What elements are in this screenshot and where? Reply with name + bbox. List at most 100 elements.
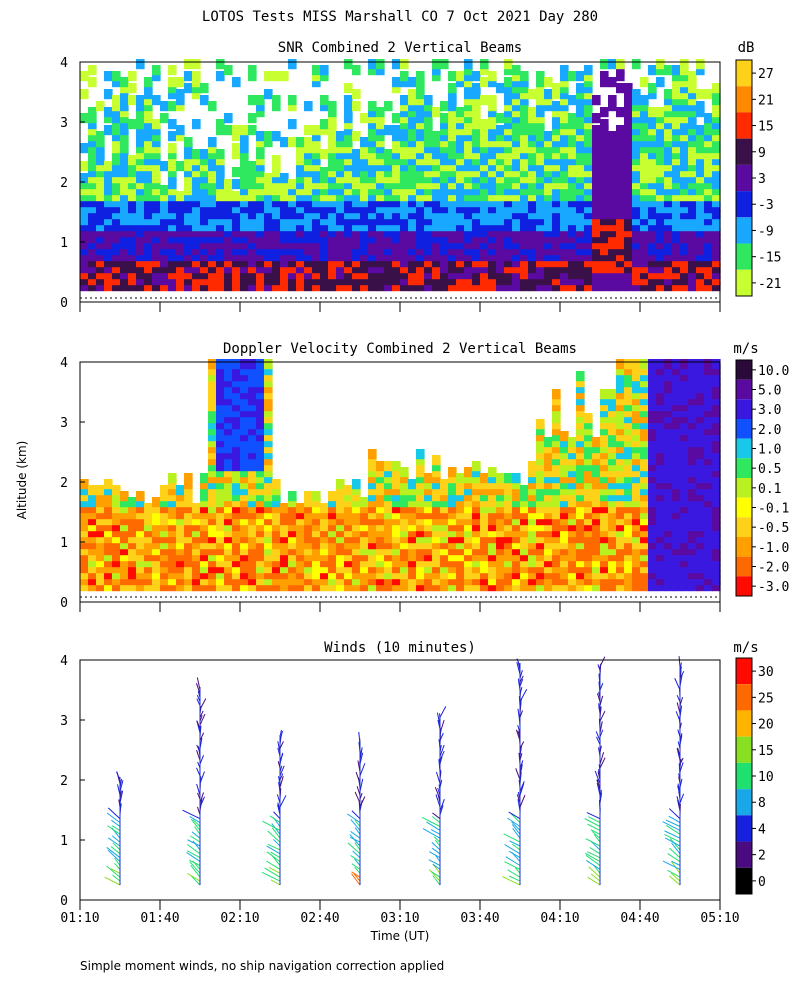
doppler-cell: [520, 491, 529, 502]
snr-cell: [272, 155, 281, 166]
snr-colorbar-label: 27: [758, 67, 774, 82]
snr-cell: [680, 131, 689, 142]
snr-cell: [640, 95, 649, 106]
snr-cell: [120, 143, 129, 154]
doppler-cell: [200, 515, 209, 526]
snr-cell: [168, 83, 177, 94]
doppler-cell: [528, 509, 537, 520]
snr-cell: [408, 143, 417, 154]
snr-cell: [392, 227, 401, 238]
doppler-cell: [680, 533, 689, 544]
doppler-cell: [488, 557, 497, 568]
snr-cell: [544, 203, 553, 214]
snr-cell: [408, 89, 417, 100]
snr-cell: [584, 125, 593, 136]
snr-cell: [168, 143, 177, 154]
snr-cell: [488, 161, 497, 172]
snr-cell: [536, 275, 545, 286]
snr-cell: [416, 227, 425, 238]
snr-cell: [504, 269, 513, 280]
doppler-cell: [664, 473, 673, 484]
snr-cell: [648, 227, 657, 238]
snr-cell: [176, 263, 185, 274]
doppler-cell: [224, 443, 233, 454]
wind-vector: [502, 876, 521, 886]
doppler-cell: [240, 431, 249, 442]
snr-cell: [408, 251, 417, 262]
snr-ytick-label: 0: [60, 296, 68, 311]
snr-cell: [400, 203, 409, 214]
doppler-cell: [624, 473, 633, 484]
wind-profile: [421, 706, 447, 886]
snr-cell: [112, 131, 121, 142]
doppler-cell: [576, 431, 585, 442]
doppler-cell: [272, 479, 281, 490]
snr-cell: [152, 173, 161, 184]
doppler-cell: [632, 461, 641, 472]
snr-cell: [544, 149, 553, 160]
snr-cell: [664, 281, 673, 292]
snr-cell: [640, 173, 649, 184]
doppler-cell: [216, 425, 225, 436]
doppler-cell: [624, 395, 633, 406]
doppler-cell: [712, 443, 721, 454]
doppler-cell: [496, 551, 505, 562]
doppler-cell: [304, 563, 313, 574]
snr-cell: [256, 185, 265, 196]
doppler-cell: [160, 551, 169, 562]
snr-cell: [696, 155, 705, 166]
doppler-cell: [528, 467, 537, 478]
snr-cell: [520, 209, 529, 220]
snr-cell: [248, 95, 257, 106]
snr-cell: [272, 167, 281, 178]
snr-cell: [440, 125, 449, 136]
doppler-cell: [224, 359, 233, 370]
doppler-cell: [328, 509, 337, 520]
snr-cell: [232, 263, 241, 274]
snr-cell: [88, 227, 97, 238]
snr-cell: [632, 59, 641, 70]
snr-cell: [424, 113, 433, 124]
doppler-cell: [688, 419, 697, 430]
doppler-cell: [472, 575, 481, 586]
doppler-cell: [208, 581, 217, 592]
snr-cell: [504, 137, 513, 148]
doppler-cell: [688, 479, 697, 490]
doppler-cell: [360, 581, 369, 592]
snr-cell: [176, 209, 185, 220]
doppler-cell: [248, 425, 257, 436]
snr-cell: [312, 131, 321, 142]
doppler-cell: [232, 533, 241, 544]
wind-vector: [504, 844, 521, 855]
snr-cell: [224, 257, 233, 268]
snr-cell: [528, 275, 537, 286]
snr-cell: [288, 269, 297, 280]
doppler-cell: [440, 569, 449, 580]
doppler-cell: [432, 455, 441, 466]
snr-cell: [480, 281, 489, 292]
winds-colorbar-swatch: [736, 841, 752, 868]
doppler-cell: [208, 449, 217, 460]
doppler-cell: [344, 551, 353, 562]
doppler-cell: [152, 521, 161, 532]
wind-vector: [187, 839, 201, 847]
snr-cell: [208, 245, 217, 256]
doppler-cell: [192, 575, 201, 586]
doppler-cell: [408, 539, 417, 550]
snr-cell: [560, 269, 569, 280]
snr-cell: [368, 119, 377, 130]
snr-cell: [424, 269, 433, 280]
doppler-cell: [352, 527, 361, 538]
doppler-cell: [248, 575, 257, 586]
doppler-cell: [640, 467, 649, 478]
snr-cell: [432, 161, 441, 172]
doppler-cell: [600, 431, 609, 442]
doppler-cell: [672, 419, 681, 430]
doppler-cell: [512, 473, 521, 484]
snr-cell: [536, 149, 545, 160]
winds-colorbar-label: 0: [758, 875, 766, 890]
snr-cell: [224, 185, 233, 196]
doppler-cell: [696, 515, 705, 526]
snr-cell: [528, 251, 537, 262]
doppler-cell: [144, 509, 153, 520]
